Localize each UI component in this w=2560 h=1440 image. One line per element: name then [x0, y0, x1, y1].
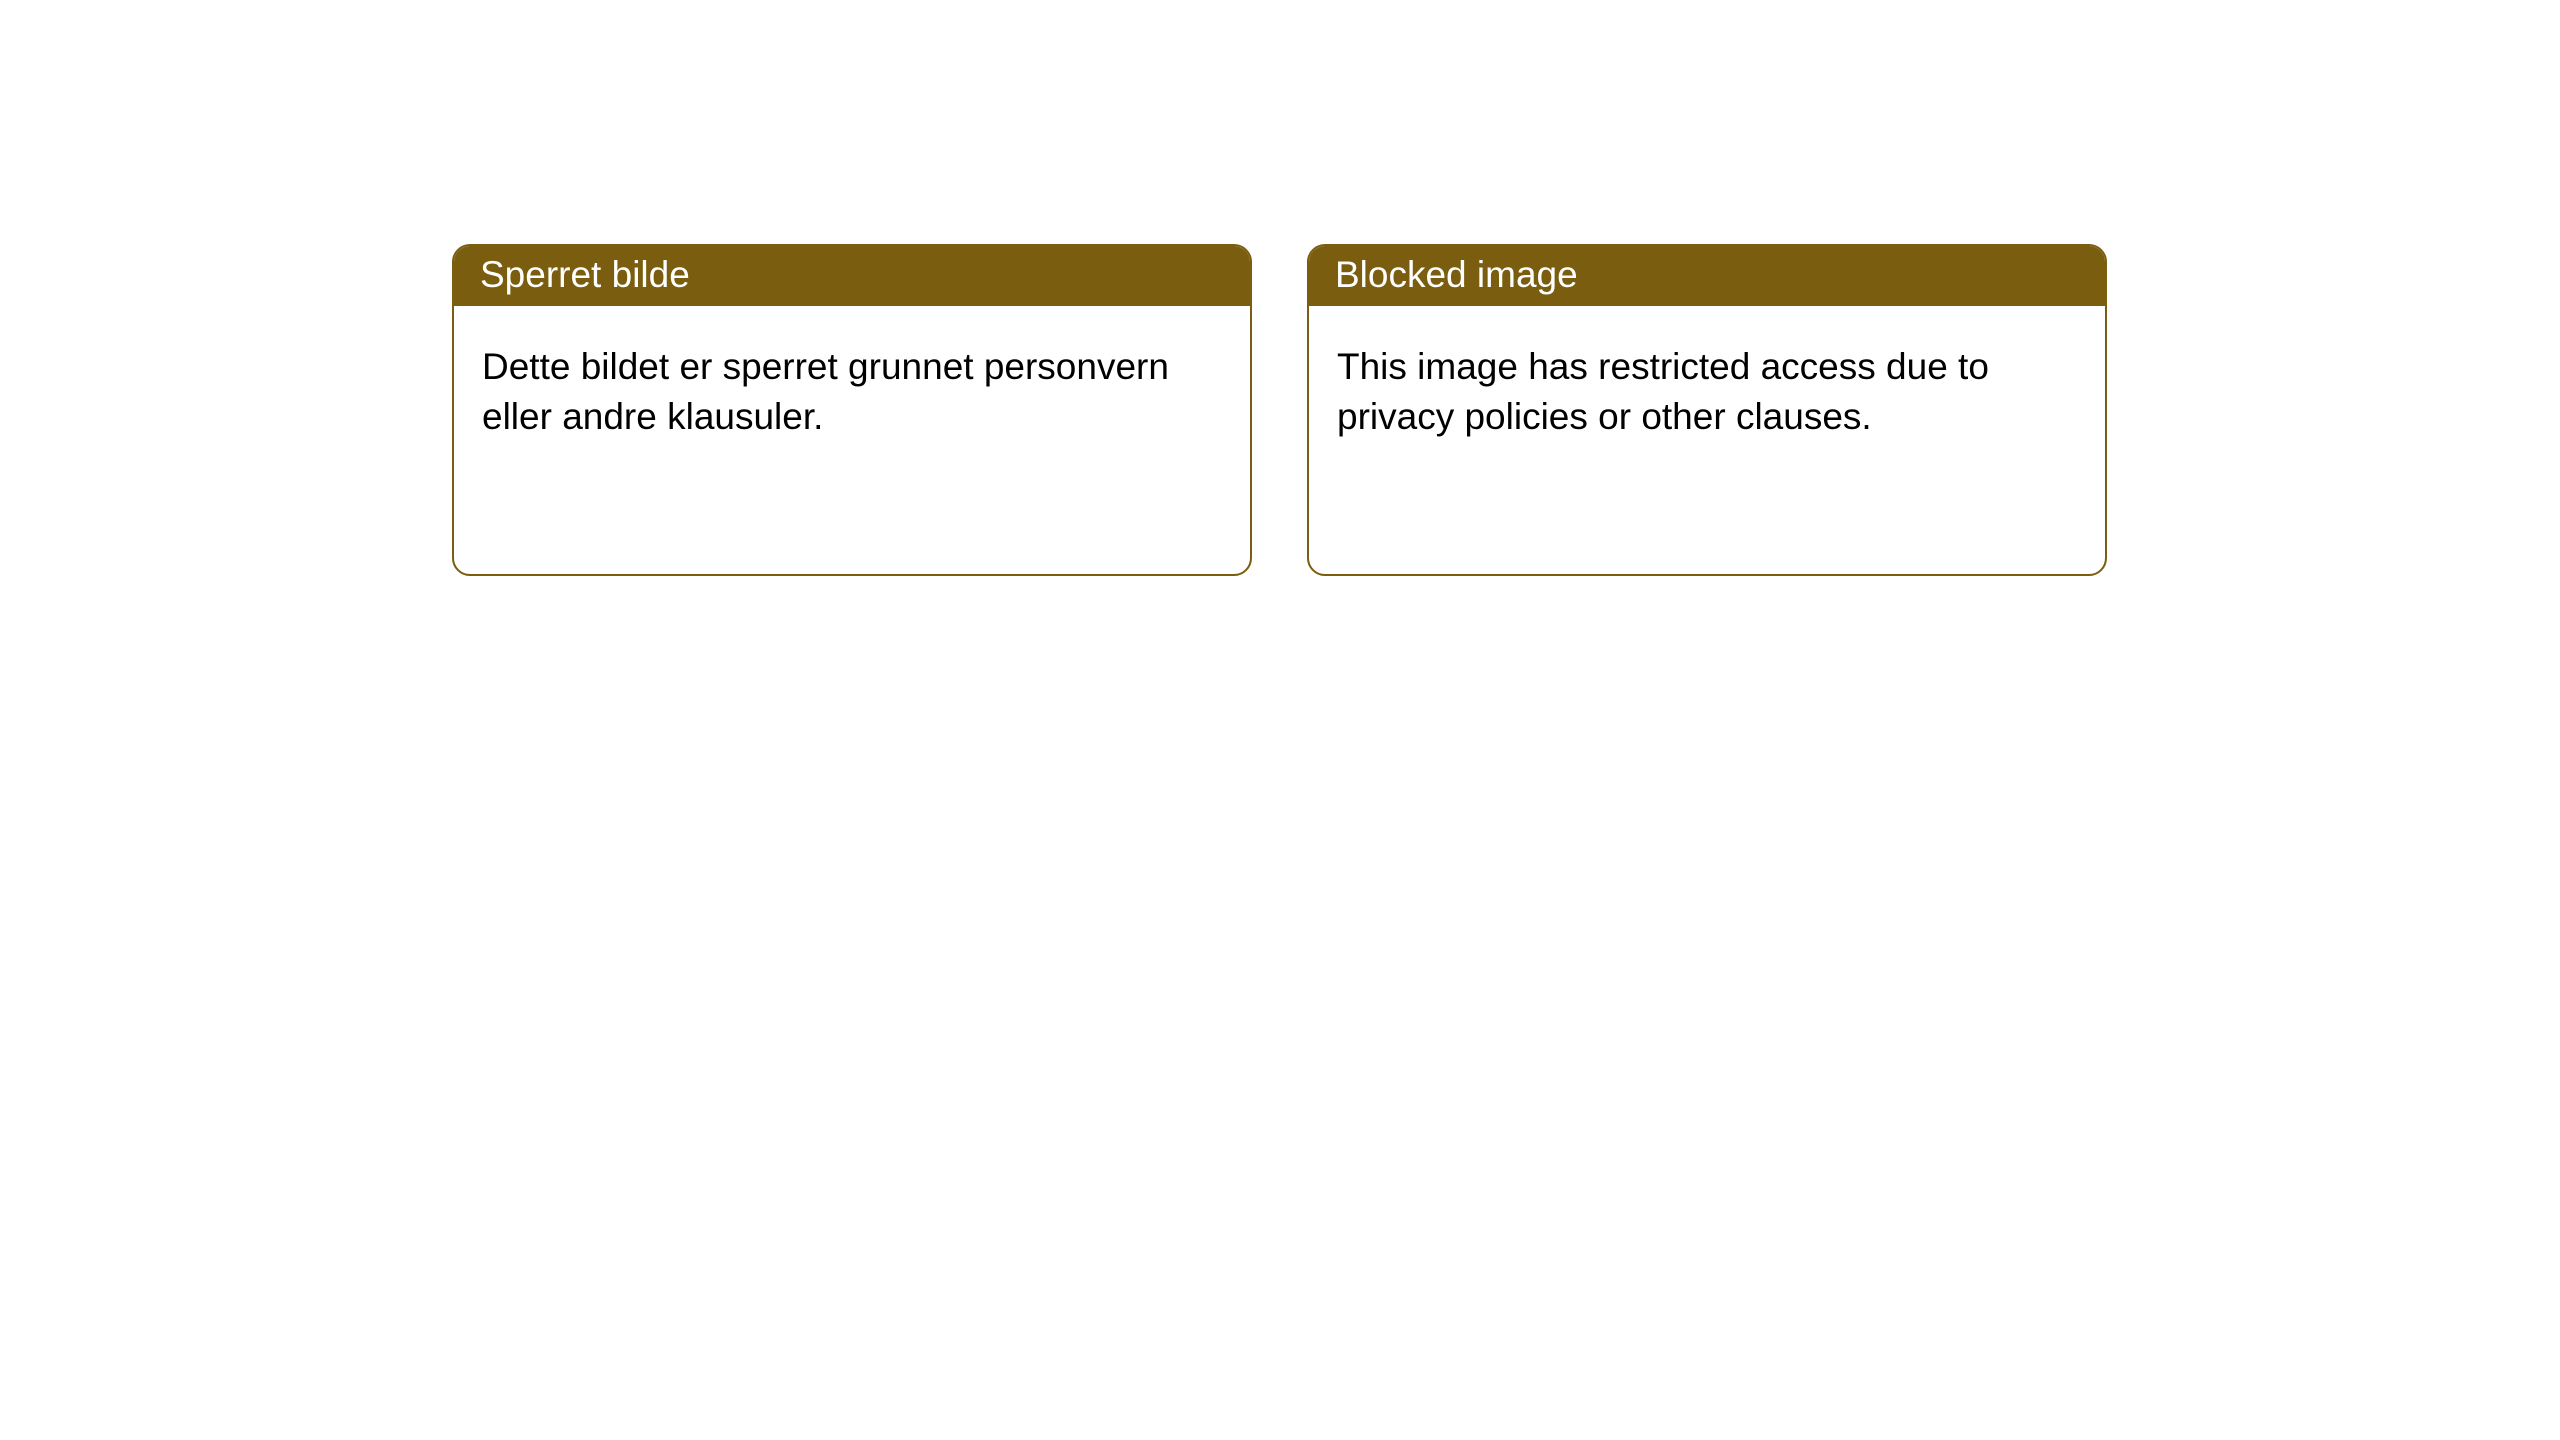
blocked-image-card-no: Sperret bilde Dette bildet er sperret gr…	[452, 244, 1252, 576]
card-header-no: Sperret bilde	[454, 246, 1250, 306]
notice-container: Sperret bilde Dette bildet er sperret gr…	[0, 0, 2560, 576]
card-body-en: This image has restricted access due to …	[1309, 306, 2105, 470]
blocked-image-card-en: Blocked image This image has restricted …	[1307, 244, 2107, 576]
card-header-en: Blocked image	[1309, 246, 2105, 306]
card-body-no: Dette bildet er sperret grunnet personve…	[454, 306, 1250, 470]
